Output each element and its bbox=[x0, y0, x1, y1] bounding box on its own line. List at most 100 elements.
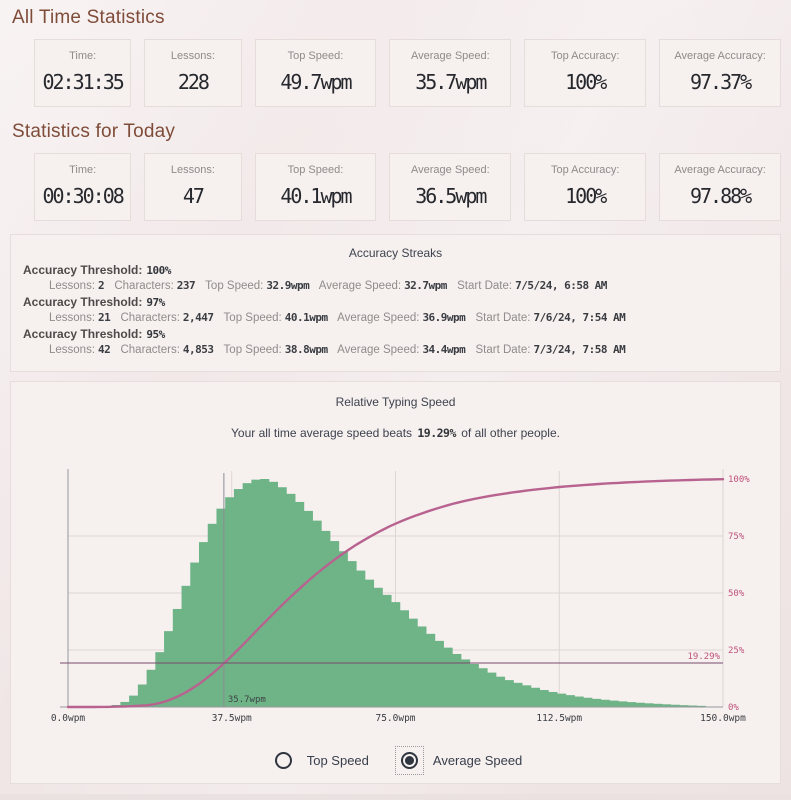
stat-value: 97.88% bbox=[689, 184, 752, 208]
svg-text:75%: 75% bbox=[728, 532, 745, 542]
start-date-label: Start Date: bbox=[475, 344, 531, 356]
stat-value: 100% bbox=[565, 184, 607, 208]
stat-label: Lessons: bbox=[170, 164, 215, 176]
stat-value: 49.7wpm bbox=[280, 70, 352, 94]
characters-label: Characters: bbox=[120, 344, 180, 356]
top-speed-label: Top Speed: bbox=[205, 280, 264, 292]
characters-value: 2,447 bbox=[182, 311, 214, 324]
stat-card-today-top-accuracy: Top Accuracy: 100% bbox=[524, 153, 647, 221]
average-speed-value: 34.4wpm bbox=[422, 343, 466, 356]
stat-value: 00:30:08 bbox=[42, 184, 124, 208]
radio-circle-icon[interactable] bbox=[400, 751, 418, 769]
stat-card-today-time: Time: 00:30:08 bbox=[34, 153, 132, 221]
stat-value: 47 bbox=[182, 184, 205, 208]
radio-average-speed[interactable]: Average Speed bbox=[394, 745, 523, 775]
subtitle-prefix: Your all time average speed beats bbox=[231, 426, 416, 440]
lessons-label: Lessons: bbox=[49, 312, 96, 324]
today-stat-row: Time: 00:30:08 Lessons: 47 Top Speed: 40… bbox=[34, 153, 782, 221]
relative-typing-speed-chart: 0.0wpm 37.5wpm 75.0wpm 112.5wpm 150.0wpm 100%… bbox=[51, 469, 750, 724]
stat-card-today-average-speed: Average Speed: 36.5wpm bbox=[389, 153, 512, 221]
top-speed-value: 32.9wpm bbox=[266, 279, 310, 292]
subtitle-percent-value: 19.29% bbox=[417, 426, 456, 440]
stat-label: Top Accuracy: bbox=[550, 164, 620, 176]
lessons-label: Lessons: bbox=[49, 280, 96, 292]
radio-label[interactable]: Average Speed bbox=[432, 752, 523, 768]
svg-text:50%: 50% bbox=[728, 589, 745, 599]
radio-focus-box bbox=[269, 746, 298, 775]
average-speed-label: Average Speed: bbox=[337, 312, 420, 324]
stat-value: 36.5wpm bbox=[415, 184, 487, 208]
stat-label: Top Speed: bbox=[287, 164, 344, 176]
stat-label: Top Speed: bbox=[287, 50, 344, 62]
lessons-value: 21 bbox=[98, 311, 111, 324]
start-date-label: Start Date: bbox=[475, 312, 531, 324]
chart-title: Relative Typing Speed bbox=[335, 395, 456, 409]
radio-focus-box bbox=[394, 745, 424, 775]
average-speed-label: Average Speed: bbox=[337, 344, 420, 356]
streak-item: Accuracy Threshold: 95% Lessons: 42 Charac… bbox=[23, 327, 768, 356]
chart-subtitle: Your all time average speed beats 19.29%… bbox=[11, 426, 780, 440]
start-date-value: 7/3/24, 7:58 AM bbox=[533, 343, 626, 356]
radio-dot-icon bbox=[404, 755, 414, 765]
average-speed-label: Average Speed: bbox=[318, 280, 402, 292]
stat-value: 02:31:35 bbox=[42, 70, 124, 94]
streak-detail: Lessons: 21 Characters: 2,447 Top Speed: 40… bbox=[49, 311, 768, 324]
threshold-value: 97% bbox=[146, 296, 165, 309]
top-speed-label: Top Speed: bbox=[223, 312, 282, 324]
streak-threshold: Accuracy Threshold: 95% bbox=[23, 327, 768, 341]
svg-text:25%: 25% bbox=[728, 646, 745, 656]
top-speed-label: Top Speed: bbox=[223, 344, 282, 356]
stat-value: 100% bbox=[565, 70, 607, 94]
characters-label: Characters: bbox=[114, 280, 174, 292]
svg-text:0.0wpm: 0.0wpm bbox=[51, 713, 86, 724]
radio-label[interactable]: Top Speed bbox=[306, 752, 369, 768]
page-bottom-edge bbox=[0, 794, 791, 800]
relative-typing-speed-panel: Relative Typing Speed Your all time aver… bbox=[10, 381, 781, 784]
svg-text:19.29%: 19.29% bbox=[687, 652, 720, 662]
svg-text:35.7wpm: 35.7wpm bbox=[228, 695, 266, 705]
stat-card-alltime-average-speed: Average Speed: 35.7wpm bbox=[389, 39, 512, 107]
radio-top-speed[interactable]: Top Speed bbox=[269, 746, 369, 775]
threshold-value: 100% bbox=[146, 264, 171, 277]
top-speed-value: 38.8wpm bbox=[284, 343, 328, 356]
stat-card-today-lessons: Lessons: 47 bbox=[144, 153, 242, 221]
threshold-label: Accuracy Threshold: bbox=[23, 327, 143, 341]
stat-card-alltime-average-accuracy: Average Accuracy: 97.37% bbox=[659, 39, 782, 107]
stat-label: Average Accuracy: bbox=[674, 50, 766, 62]
svg-text:0%: 0% bbox=[728, 703, 739, 713]
top-speed-value: 40.1wpm bbox=[284, 311, 328, 324]
stat-label: Top Accuracy: bbox=[550, 50, 620, 62]
stat-value: 40.1wpm bbox=[280, 184, 352, 208]
all-time-stat-row: Time: 02:31:35 Lessons: 228 Top Speed: 4… bbox=[34, 39, 782, 107]
stat-card-alltime-time: Time: 02:31:35 bbox=[34, 39, 132, 107]
start-date-label: Start Date: bbox=[457, 280, 513, 292]
streak-detail: Lessons: 2 Characters: 237 Top Speed: 32.9w… bbox=[49, 279, 768, 292]
threshold-value: 95% bbox=[146, 328, 165, 341]
streak-threshold: Accuracy Threshold: 97% bbox=[23, 295, 768, 309]
average-speed-value: 36.9wpm bbox=[422, 311, 466, 324]
radio-circle-icon[interactable] bbox=[274, 751, 292, 769]
lessons-value: 42 bbox=[98, 343, 111, 356]
start-date-value: 7/6/24, 7:54 AM bbox=[533, 311, 626, 324]
average-speed-value: 32.7wpm bbox=[404, 279, 447, 292]
stat-card-today-average-accuracy: Average Accuracy: 97.88% bbox=[659, 153, 782, 221]
threshold-label: Accuracy Threshold: bbox=[23, 263, 143, 277]
start-date-value: 7/5/24, 6:58 AM bbox=[515, 279, 607, 292]
streak-item: Accuracy Threshold: 100% Lessons: 2 Charac… bbox=[23, 263, 768, 292]
svg-text:75.0wpm: 75.0wpm bbox=[375, 713, 415, 724]
svg-text:37.5wpm: 37.5wpm bbox=[212, 713, 252, 724]
stat-card-alltime-top-accuracy: Top Accuracy: 100% bbox=[524, 39, 647, 107]
stat-label: Average Speed: bbox=[410, 164, 490, 176]
today-heading: Statistics for Today bbox=[12, 121, 176, 142]
svg-text:112.5wpm: 112.5wpm bbox=[536, 713, 582, 724]
stat-label: Average Speed: bbox=[410, 50, 490, 62]
characters-label: Characters: bbox=[120, 312, 180, 324]
streak-detail: Lessons: 42 Characters: 4,853 Top Speed: 38… bbox=[49, 343, 768, 356]
all-time-heading: All Time Statistics bbox=[12, 7, 165, 28]
characters-value: 4,853 bbox=[182, 343, 214, 356]
stat-card-alltime-top-speed: Top Speed: 49.7wpm bbox=[254, 39, 377, 107]
svg-text:150.0wpm: 150.0wpm bbox=[700, 713, 746, 724]
stat-label: Time: bbox=[69, 50, 97, 62]
stat-value: 97.37% bbox=[689, 70, 752, 94]
